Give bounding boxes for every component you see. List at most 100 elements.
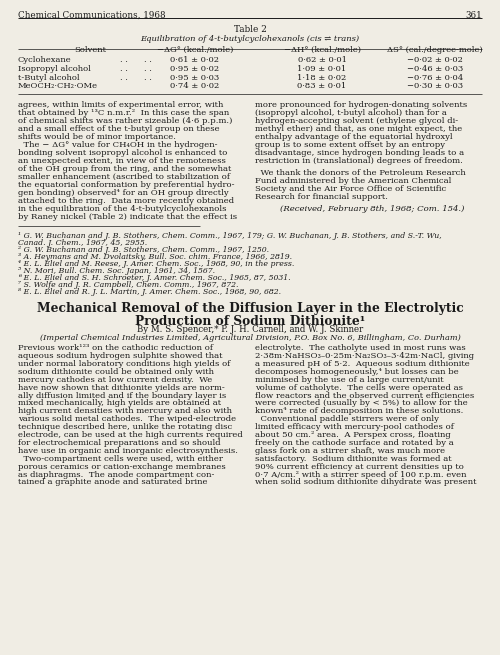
Text: ally diffusion limited and if the boundary layer is: ally diffusion limited and if the bounda… xyxy=(18,392,226,400)
Text: ⁷ S. Wolfe and J. R. Campbell, Chem. Comm., 1967, 872.: ⁷ S. Wolfe and J. R. Campbell, Chem. Com… xyxy=(18,281,238,290)
Text: enthalpy advantage of the equatorial hydroxyl: enthalpy advantage of the equatorial hyd… xyxy=(255,133,452,141)
Text: freely on the cathode surface and rotated by a: freely on the cathode surface and rotate… xyxy=(255,439,454,447)
Text: in the equilibration of the 4-t-butylcyclohexanols: in the equilibration of the 4-t-butylcyc… xyxy=(18,205,227,213)
Text: methyl ether) and that, as one might expect, the: methyl ether) and that, as one might exp… xyxy=(255,125,462,133)
Text: mixed mechanically, high yields are obtained at: mixed mechanically, high yields are obta… xyxy=(18,400,221,407)
Text: bonding solvent isopropyl alcohol is enhanced to: bonding solvent isopropyl alcohol is enh… xyxy=(18,149,228,157)
Text: . .: . . xyxy=(120,56,128,64)
Text: MeOCH₂·CH₂·OMe: MeOCH₂·CH₂·OMe xyxy=(18,83,98,90)
Text: were corrected (usually by < 5%) to allow for the: were corrected (usually by < 5%) to allo… xyxy=(255,400,468,407)
Text: Society and the Air Force Office of Scientific: Society and the Air Force Office of Scie… xyxy=(255,185,446,193)
Text: Fund administered by the American Chemical: Fund administered by the American Chemic… xyxy=(255,178,452,185)
Text: −ΔG° (kcal./mole): −ΔG° (kcal./mole) xyxy=(157,46,233,54)
Text: Previous work¹²³ on the cathodic reduction of: Previous work¹²³ on the cathodic reducti… xyxy=(18,344,213,352)
Text: 2·38m·NaHSO₃–0·25m·Na₂SO₃–3·42m·NaCl, giving: 2·38m·NaHSO₃–0·25m·Na₂SO₃–3·42m·NaCl, gi… xyxy=(255,352,474,360)
Text: 0·61 ± 0·02: 0·61 ± 0·02 xyxy=(170,56,220,64)
Text: known⁴ rate of decomposition in these solutions.: known⁴ rate of decomposition in these so… xyxy=(255,407,464,415)
Text: ⁵ N. Mori, Bull. Chem. Soc. Japan, 1961, 34, 1567.: ⁵ N. Mori, Bull. Chem. Soc. Japan, 1961,… xyxy=(18,267,215,275)
Text: electrode, can be used at the high currents required: electrode, can be used at the high curre… xyxy=(18,431,243,439)
Text: . .: . . xyxy=(144,65,152,73)
Text: ⁴ E. L. Eliel and M. Reese, J. Amer. Chem. Soc., 1968, 90, in the press.: ⁴ E. L. Eliel and M. Reese, J. Amer. Che… xyxy=(18,260,294,268)
Text: sodium dithionite could be obtained only with: sodium dithionite could be obtained only… xyxy=(18,368,214,376)
Text: limited efficacy with mercury-pool cathodes of: limited efficacy with mercury-pool catho… xyxy=(255,423,454,431)
Text: Solvent: Solvent xyxy=(74,46,106,54)
Text: −0·76 ± 0·04: −0·76 ± 0·04 xyxy=(407,73,463,82)
Text: decomposes homogeneously,⁴ but losses can be: decomposes homogeneously,⁴ but losses ca… xyxy=(255,368,459,376)
Text: 0·62 ± 0·01: 0·62 ± 0·01 xyxy=(298,56,346,64)
Text: restriction in (translational) degrees of freedom.: restriction in (translational) degrees o… xyxy=(255,157,463,165)
Text: 361: 361 xyxy=(465,11,482,20)
Text: . .: . . xyxy=(120,65,128,73)
Text: 0·7 A/cm.² with a stirrer speed of 100 r.p.m. even: 0·7 A/cm.² with a stirrer speed of 100 r… xyxy=(255,470,466,479)
Text: 0·74 ± 0·02: 0·74 ± 0·02 xyxy=(170,83,220,90)
Text: Isopropyl alcohol: Isopropyl alcohol xyxy=(18,65,91,73)
Text: 1·18 ± 0·02: 1·18 ± 0·02 xyxy=(298,73,346,82)
Text: The − ΔG° value for CH₄OH in the hydrogen-: The − ΔG° value for CH₄OH in the hydroge… xyxy=(18,141,218,149)
Text: group is to some extent offset by an entropy: group is to some extent offset by an ent… xyxy=(255,141,445,149)
Text: (Imperial Chemical Industries Limited, Agricultural Division, P.O. Box No. 6, Bi: (Imperial Chemical Industries Limited, A… xyxy=(40,334,461,342)
Text: Production of Sodium Dithionite¹: Production of Sodium Dithionite¹ xyxy=(135,315,365,328)
Text: Research for financial support.: Research for financial support. xyxy=(255,193,388,201)
Text: gen bonding) observed⁴ for an OH group directly: gen bonding) observed⁴ for an OH group d… xyxy=(18,189,229,197)
Text: t-Butyl alcohol: t-Butyl alcohol xyxy=(18,73,80,82)
Text: ¹ G. W. Buchanan and J. B. Stothers, Chem. Comm., 1967, 179; G. W. Buchanan, J. : ¹ G. W. Buchanan and J. B. Stothers, Che… xyxy=(18,233,442,240)
Text: Conventional paddle stirrers were of only: Conventional paddle stirrers were of onl… xyxy=(255,415,439,423)
Text: Canad. J. Chem., 1967, 45, 2955.: Canad. J. Chem., 1967, 45, 2955. xyxy=(18,239,147,247)
Text: smaller enhancement (ascribed to stabilization of: smaller enhancement (ascribed to stabili… xyxy=(18,173,230,181)
Text: agrees, within limits of experimental error, with: agrees, within limits of experimental er… xyxy=(18,102,224,109)
Text: mercury cathodes at low current density.  We: mercury cathodes at low current density.… xyxy=(18,376,212,384)
Text: flow reactors and the observed current efficiencies: flow reactors and the observed current e… xyxy=(255,392,474,400)
Text: We thank the donors of the Petroleum Research: We thank the donors of the Petroleum Res… xyxy=(255,169,466,178)
Text: shifts would be of minor importance.: shifts would be of minor importance. xyxy=(18,133,176,141)
Text: ³ A. Heymans and M. Dvolaitsky, Bull. Soc. chim. France, 1966, 2819.: ³ A. Heymans and M. Dvolaitsky, Bull. So… xyxy=(18,253,292,261)
Text: various solid metal cathodes.  The wiped-electrode: various solid metal cathodes. The wiped-… xyxy=(18,415,236,423)
Text: glass fork on a stirrer shaft, was much more: glass fork on a stirrer shaft, was much … xyxy=(255,447,445,455)
Text: of chemical shifts was rather sizeable (4·6 p.p.m.): of chemical shifts was rather sizeable (… xyxy=(18,117,233,125)
Text: tained a graphite anode and saturated brine: tained a graphite anode and saturated br… xyxy=(18,479,208,487)
Text: porous ceramics or cation-exchange membranes: porous ceramics or cation-exchange membr… xyxy=(18,462,226,471)
Text: about 50 cm.² area.  A Perspex cross, floating: about 50 cm.² area. A Perspex cross, flo… xyxy=(255,431,451,439)
Text: By M. S. Spencer,* P. J. H. Carnell, and W. J. Skinner: By M. S. Spencer,* P. J. H. Carnell, and… xyxy=(137,325,363,334)
Text: technique described here, unlike the rotating disc: technique described here, unlike the rot… xyxy=(18,423,232,431)
Text: have now shown that dithionite yields are norm-: have now shown that dithionite yields ar… xyxy=(18,384,225,392)
Text: ⁸ E. L. Eliel and R. J. L. Martin, J. Amer. Chem. Soc., 1968, 90, 682.: ⁸ E. L. Eliel and R. J. L. Martin, J. Am… xyxy=(18,288,281,296)
Text: disadvantage, since hydrogen bonding leads to a: disadvantage, since hydrogen bonding lea… xyxy=(255,149,464,157)
Text: Two-compartment cells were used, with either: Two-compartment cells were used, with ei… xyxy=(18,455,223,463)
Text: hydrogen-accepting solvent (ethylene glycol di-: hydrogen-accepting solvent (ethylene gly… xyxy=(255,117,458,125)
Text: an unexpected extent, in view of the remoteness: an unexpected extent, in view of the rem… xyxy=(18,157,226,165)
Text: Mechanical Removal of the Diffusion Layer in the Electrolytic: Mechanical Removal of the Diffusion Laye… xyxy=(36,302,464,315)
Text: high current densities with mercury and also with: high current densities with mercury and … xyxy=(18,407,232,415)
Text: Equilibration of 4-t-butylcyclohexanols (cis ⇌ trans): Equilibration of 4-t-butylcyclohexanols … xyxy=(140,35,360,43)
Text: aqueous sodium hydrogen sulphite showed that: aqueous sodium hydrogen sulphite showed … xyxy=(18,352,223,360)
Text: more pronounced for hydrogen-donating solvents: more pronounced for hydrogen-donating so… xyxy=(255,102,467,109)
Text: . .: . . xyxy=(120,73,128,82)
Text: attached to the ring.  Data more recently obtained: attached to the ring. Data more recently… xyxy=(18,197,234,205)
Text: 0·83 ± 0·01: 0·83 ± 0·01 xyxy=(298,83,346,90)
Text: 0·95 ± 0·02: 0·95 ± 0·02 xyxy=(170,65,220,73)
Text: 90% current efficiency at current densities up to: 90% current efficiency at current densit… xyxy=(255,462,464,471)
Text: . .: . . xyxy=(144,73,152,82)
Text: under normal laboratory conditions high yields of: under normal laboratory conditions high … xyxy=(18,360,231,368)
Text: when solid sodium dithionite dihydrate was present: when solid sodium dithionite dihydrate w… xyxy=(255,479,476,487)
Text: −0·02 ± 0·02: −0·02 ± 0·02 xyxy=(407,56,463,64)
Text: Table 2: Table 2 xyxy=(234,25,266,34)
Text: 1·09 ± 0·01: 1·09 ± 0·01 xyxy=(298,65,346,73)
Text: Cyclohexane: Cyclohexane xyxy=(18,56,72,64)
Text: . .: . . xyxy=(144,56,152,64)
Text: ² G. W. Buchanan and J. B. Stothers, Chem. Comm., 1967, 1250.: ² G. W. Buchanan and J. B. Stothers, Che… xyxy=(18,246,269,254)
Text: volume of catholyte.  The cells were operated as: volume of catholyte. The cells were oper… xyxy=(255,384,463,392)
Text: (Received, February 8th, 1968; Com. 154.): (Received, February 8th, 1968; Com. 154.… xyxy=(280,205,464,213)
Text: electrolyte.  The catholyte used in most runs was: electrolyte. The catholyte used in most … xyxy=(255,344,466,352)
Text: for electrochemical preparations and so should: for electrochemical preparations and so … xyxy=(18,439,220,447)
Text: satisfactory.  Sodium dithionite was formed at: satisfactory. Sodium dithionite was form… xyxy=(255,455,452,463)
Text: a measured pH of 5·2.  Aqueous sodium dithionite: a measured pH of 5·2. Aqueous sodium dit… xyxy=(255,360,470,368)
Text: ⁶ E. L. Eliel and S. H. Schroeter, J. Amer. Chem. Soc., 1965, 87, 5031.: ⁶ E. L. Eliel and S. H. Schroeter, J. Am… xyxy=(18,274,290,282)
Text: minimised by the use of a large current/unit: minimised by the use of a large current/… xyxy=(255,376,444,384)
Text: −ΔH° (kcal./mole): −ΔH° (kcal./mole) xyxy=(284,46,360,54)
Text: Chemical Communications, 1968: Chemical Communications, 1968 xyxy=(18,11,166,20)
Text: that obtained by ¹³C n.m.r.²  In this case the span: that obtained by ¹³C n.m.r.² In this cas… xyxy=(18,109,229,117)
Text: of the OH group from the ring, and the somewhat: of the OH group from the ring, and the s… xyxy=(18,165,232,173)
Text: the equatorial conformation by preferential hydro-: the equatorial conformation by preferent… xyxy=(18,181,234,189)
Text: 0·95 ± 0·03: 0·95 ± 0·03 xyxy=(170,73,220,82)
Text: −0·46 ± 0·03: −0·46 ± 0·03 xyxy=(407,65,463,73)
